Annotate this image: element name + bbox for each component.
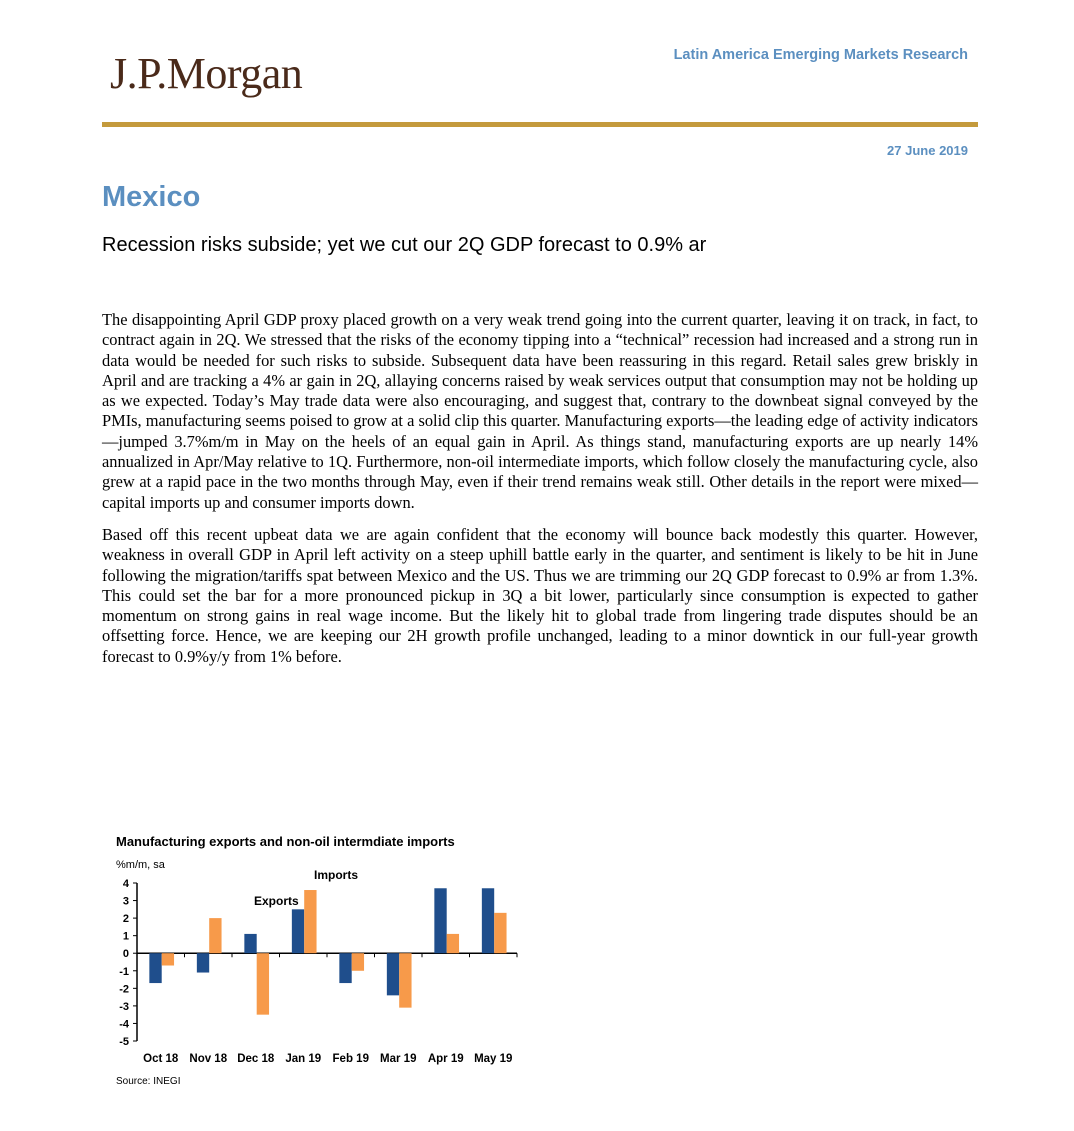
y-tick-label: 0 <box>123 948 129 960</box>
bar-imports <box>446 933 460 954</box>
paragraph: Based off this recent upbeat data we are… <box>102 524 978 666</box>
report-date: 27 June 2019 <box>887 143 968 158</box>
legend-label-imports: Imports <box>314 868 358 882</box>
bar-exports <box>386 953 400 996</box>
header-divider <box>102 122 978 127</box>
bar-exports <box>291 909 305 954</box>
y-axis-label: %m/m, sa <box>116 859 166 871</box>
x-tick-label: Mar 19 <box>380 1053 416 1065</box>
y-tick-label: 4 <box>123 878 130 890</box>
bar-imports <box>399 953 412 1008</box>
bar-imports <box>209 918 222 954</box>
chart-title: Manufacturing exports and non-oil interm… <box>116 834 455 849</box>
y-tick-label: -2 <box>119 983 129 995</box>
paragraph: The disappointing April GDP proxy placed… <box>102 310 978 512</box>
bar-imports <box>351 953 365 971</box>
bar-exports <box>339 953 352 984</box>
page-subtitle: Recession risks subside; yet we cut our … <box>102 234 707 256</box>
chart-source: Source: INEGI <box>116 1076 180 1087</box>
x-tick-label: Jan 19 <box>285 1053 321 1065</box>
bar-imports <box>304 890 317 954</box>
bar-imports <box>256 953 270 1015</box>
bar-exports <box>434 888 447 954</box>
bar-imports <box>161 953 175 966</box>
body-text: The disappointing April GDP proxy placed… <box>102 310 978 679</box>
legend-label-exports: Exports <box>254 894 299 908</box>
y-tick-label: -1 <box>119 966 129 978</box>
y-tick-label: -4 <box>119 1018 130 1030</box>
research-section-label: Latin America Emerging Markets Research <box>673 47 968 63</box>
bar-exports <box>481 888 495 954</box>
bar-imports <box>494 912 507 954</box>
x-tick-label: Oct 18 <box>143 1053 179 1065</box>
y-tick-label: -5 <box>119 1036 129 1048</box>
y-tick-label: -3 <box>119 1001 129 1013</box>
x-tick-label: May 19 <box>474 1053 512 1065</box>
bar-exports <box>196 953 210 973</box>
y-tick-label: 3 <box>123 896 129 908</box>
jpmorgan-logo: J.P.Morgan <box>110 49 303 98</box>
y-tick-label: 2 <box>123 913 129 925</box>
x-tick-label: Feb 19 <box>333 1053 369 1065</box>
bar-exports <box>149 953 162 984</box>
page-title: Mexico <box>102 181 201 213</box>
x-tick-label: Nov 18 <box>189 1053 227 1065</box>
y-tick-label: 1 <box>123 931 129 943</box>
bar-exports <box>244 933 257 954</box>
x-tick-label: Dec 18 <box>237 1053 275 1065</box>
x-tick-label: Apr 19 <box>428 1053 464 1065</box>
